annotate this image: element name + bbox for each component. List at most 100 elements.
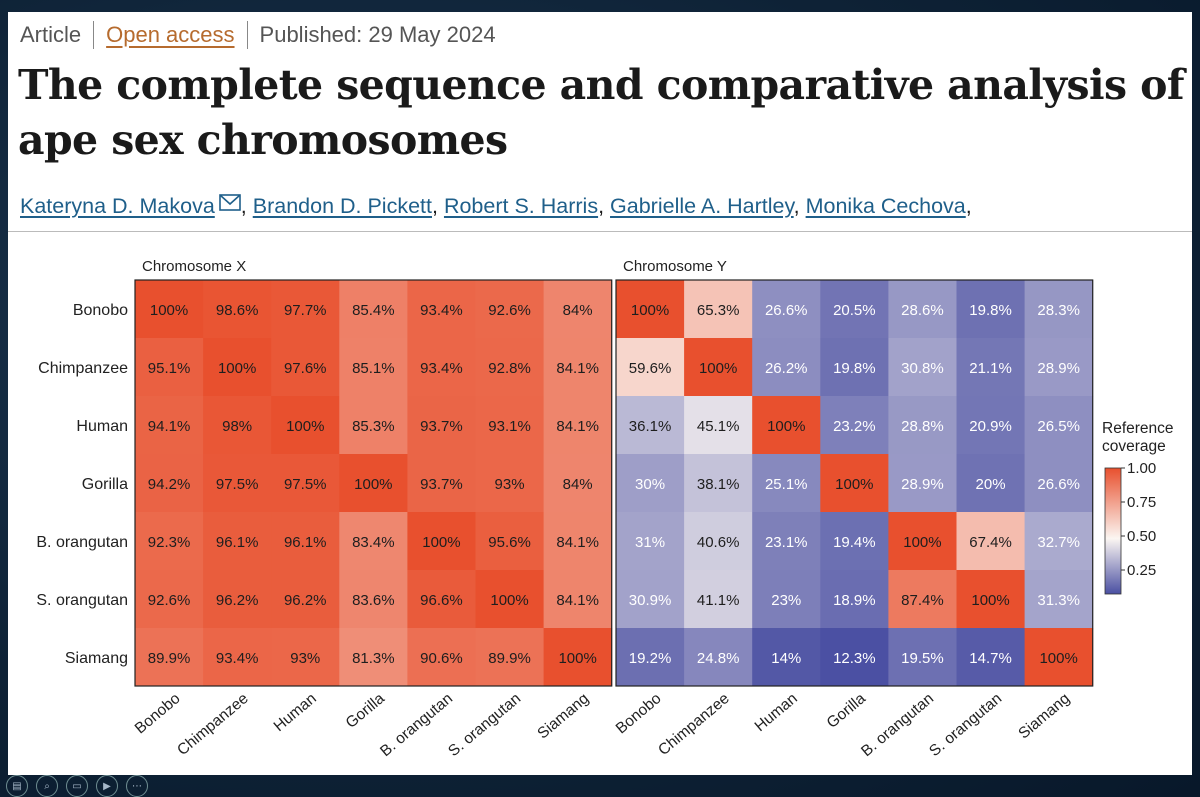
heatmap-cell: [475, 454, 545, 513]
cell-value: 19.4%: [833, 534, 876, 551]
heatmap-cell: [684, 570, 753, 629]
heatmap-cell: [752, 570, 821, 629]
camera-icon[interactable]: ▶: [96, 775, 118, 797]
heatmap-cell: [271, 512, 340, 571]
screen-icon[interactable]: ▭: [66, 775, 88, 797]
heatmap-cell: [135, 396, 204, 455]
heatmap-cell: [543, 338, 613, 397]
cell-value: 92.8%: [488, 360, 531, 377]
cell-value: 28.6%: [901, 302, 944, 319]
author-separator: ,: [432, 194, 444, 218]
cell-value: 100%: [490, 592, 528, 609]
cell-value: 93.7%: [420, 418, 463, 435]
header-divider: [8, 231, 1192, 232]
cell-value: 96.1%: [216, 534, 259, 551]
author-separator: ,: [793, 194, 806, 218]
heatmap-cell: [888, 396, 957, 455]
author-link[interactable]: Gabrielle A. Hartley: [610, 194, 794, 218]
heatmap-cell: [616, 570, 685, 629]
cell-value: 28.3%: [1037, 302, 1080, 319]
cell-value: 38.1%: [697, 476, 740, 493]
heatmap-cell: [271, 338, 340, 397]
author-link[interactable]: Kateryna D. Makova: [20, 194, 215, 218]
cell-value: 97.6%: [284, 360, 327, 377]
heatmap-cell: [203, 454, 272, 513]
heatmap-cell: [616, 454, 685, 513]
heatmap-cell: [271, 628, 340, 687]
heatmap-cell: [888, 512, 957, 571]
heatmap-cell: [684, 338, 753, 397]
cell-value: 97.7%: [284, 302, 327, 319]
heatmap-cell: [752, 396, 821, 455]
heatmap-cell: [475, 628, 545, 687]
cell-value: 100%: [422, 534, 460, 551]
legend-tick-label: 0.75: [1127, 494, 1156, 511]
heatmap-cell: [1024, 280, 1094, 339]
heatmap-cell: [820, 280, 889, 339]
more-icon[interactable]: ⋯: [126, 775, 148, 797]
column-label: Siamang: [1015, 690, 1073, 742]
heatmap-cell: [203, 338, 272, 397]
column-label: S. orangutan: [926, 690, 1005, 760]
heatmap-cell: [1024, 338, 1094, 397]
mail-icon[interactable]: [218, 194, 241, 211]
author-link[interactable]: Brandon D. Pickett: [252, 194, 432, 218]
heatmap-cell: [888, 628, 957, 687]
pages-icon[interactable]: ▤: [6, 775, 28, 797]
cell-value: 84%: [563, 476, 593, 493]
cell-value: 19.8%: [833, 360, 876, 377]
cell-value: 95.1%: [148, 360, 191, 377]
meta-divider: [93, 21, 95, 49]
heatmap-cell: [1024, 454, 1094, 513]
heatmap-cell: [407, 280, 476, 339]
cell-value: 96.2%: [216, 592, 259, 609]
cell-value: 83.4%: [352, 534, 395, 551]
zoom-icon[interactable]: ⌕: [36, 775, 58, 797]
panel-border: [134, 279, 613, 687]
heatmap-cell: [271, 280, 340, 339]
heatmap-cell: [616, 512, 685, 571]
cell-value: 93%: [290, 650, 320, 667]
heatmap-cell: [407, 338, 476, 397]
cell-value: 32.7%: [1037, 534, 1080, 551]
legend-title: Reference: [1102, 420, 1174, 437]
heatmap-cell: [684, 628, 753, 687]
cell-value: 94.1%: [148, 418, 191, 435]
cell-value: 19.2%: [629, 650, 672, 667]
cell-value: 95.6%: [488, 534, 531, 551]
cell-value: 98.6%: [216, 302, 259, 319]
cell-value: 28.9%: [1037, 360, 1080, 377]
heatmap-cell: [339, 570, 408, 629]
author-link[interactable]: Monika Cechova: [805, 194, 966, 218]
author-separator: ,: [240, 194, 253, 218]
viewer-toolbar: ▤ ⌕ ▭ ▶ ⋯: [0, 775, 1200, 797]
heatmap-cell: [616, 338, 685, 397]
row-label: Siamang: [65, 650, 128, 667]
author-link[interactable]: Robert S. Harris: [443, 194, 599, 218]
column-label: Human: [752, 690, 801, 735]
cell-value: 41.1%: [697, 592, 740, 609]
heatmap-cell: [407, 628, 476, 687]
cell-value: 36.1%: [629, 418, 672, 435]
heatmap-cell: [135, 454, 204, 513]
heatmap-cell: [1024, 396, 1094, 455]
cell-value: 100%: [218, 360, 256, 377]
cell-value: 26.6%: [1037, 476, 1080, 493]
cell-value: 85.3%: [352, 418, 395, 435]
cell-value: 24.8%: [697, 650, 740, 667]
cell-value: 100%: [286, 418, 324, 435]
article-title: The complete sequence and comparative an…: [18, 61, 1185, 164]
open-access-link[interactable]: Open access: [106, 22, 235, 47]
heatmap-cell: [339, 512, 408, 571]
cell-value: 30.8%: [901, 360, 944, 377]
heatmap-cell: [407, 570, 476, 629]
cell-value: 28.8%: [901, 418, 944, 435]
heatmap-cell: [135, 570, 204, 629]
column-label: Chimpanzee: [655, 690, 733, 759]
row-label: Human: [76, 418, 128, 435]
heatmap-cell: [203, 512, 272, 571]
cell-value: 100%: [971, 592, 1009, 609]
heatmap-cell: [684, 454, 753, 513]
column-label: Gorilla: [824, 690, 870, 732]
row-label: S. orangutan: [36, 592, 128, 609]
